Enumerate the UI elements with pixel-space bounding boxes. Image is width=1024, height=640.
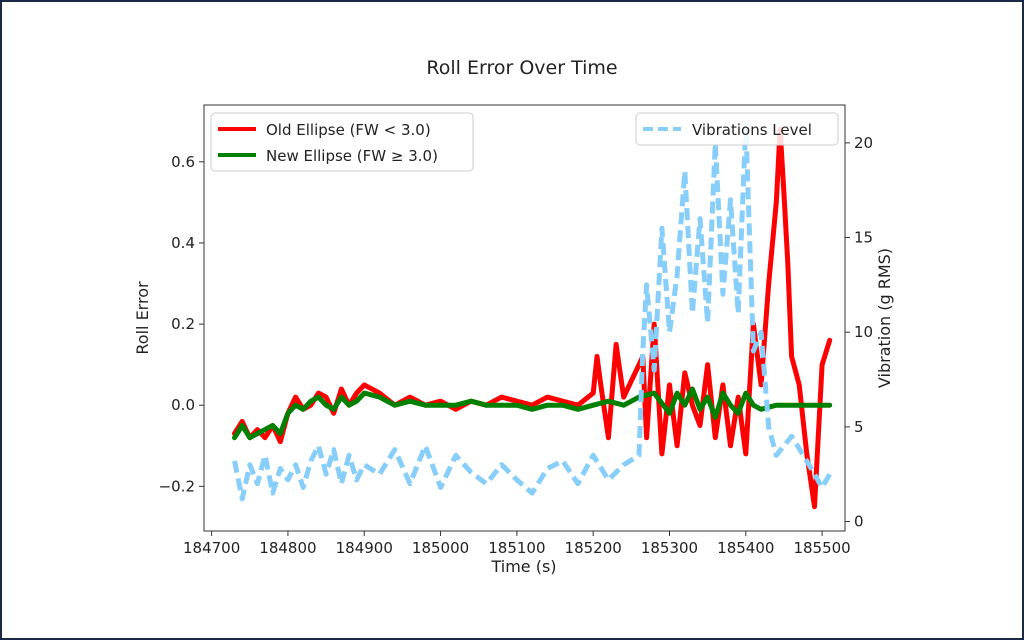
legend-right-box	[635, 112, 839, 146]
y2-axis: 0 5 10 15 20	[845, 134, 873, 531]
y-tick-label: 0.2	[171, 315, 195, 333]
y-tick-label: 0.4	[171, 234, 195, 252]
legend-label-new-ellipse: New Ellipse (FW ≥ 3.0)	[266, 147, 438, 165]
y2-tick-label: 5	[854, 418, 864, 436]
series-line-vibrations-level	[232, 121, 832, 502]
x-tick-label: 184800	[259, 539, 316, 557]
legend-left: Old Ellipse (FW < 3.0) New Ellipse (FW ≥…	[210, 112, 474, 172]
x-axis-label: Time (s)	[490, 557, 556, 576]
x-tick-label: 185500	[793, 539, 850, 557]
y2-tick-label: 10	[854, 323, 873, 341]
x-tick-label: 185000	[412, 539, 469, 557]
y2-tick-label: 0	[854, 513, 864, 531]
chart-title: Roll Error Over Time	[426, 57, 617, 79]
x-axis: 184700 184800 184900 185000 185100 185200 1853…	[183, 531, 851, 557]
legend-label-old-ellipse: Old Ellipse (FW < 3.0)	[266, 121, 431, 139]
legend-label-vibrations: Vibrations Level	[692, 121, 812, 139]
x-tick-label: 185400	[717, 539, 774, 557]
series-line-old-ellipse-fw-3-0	[232, 126, 833, 510]
y-tick-label: 0.0	[171, 396, 195, 414]
series-line-new-ellipse-fw-3-0	[232, 386, 833, 441]
y-tick-label: −0.2	[159, 477, 195, 495]
x-tick-label: 184900	[336, 539, 393, 557]
x-tick-label: 185200	[565, 539, 622, 557]
plot-area	[232, 121, 833, 510]
y2-tick-label: 20	[854, 134, 873, 152]
y-axis-label: Roll Error	[133, 281, 152, 355]
x-tick-label: 185300	[641, 539, 698, 557]
legend-right: Vibrations Level	[635, 112, 839, 146]
y2-axis-label: Vibration (g RMS)	[875, 248, 894, 388]
x-tick-label: 185100	[488, 539, 545, 557]
legend-left-box	[210, 112, 474, 172]
y-tick-label: 0.6	[171, 153, 195, 171]
y-axis: −0.2 0.0 0.2 0.4 0.6	[159, 153, 204, 495]
x-tick-label: 184700	[183, 539, 240, 557]
plot-frame	[203, 104, 846, 532]
y2-tick-label: 15	[854, 229, 873, 247]
